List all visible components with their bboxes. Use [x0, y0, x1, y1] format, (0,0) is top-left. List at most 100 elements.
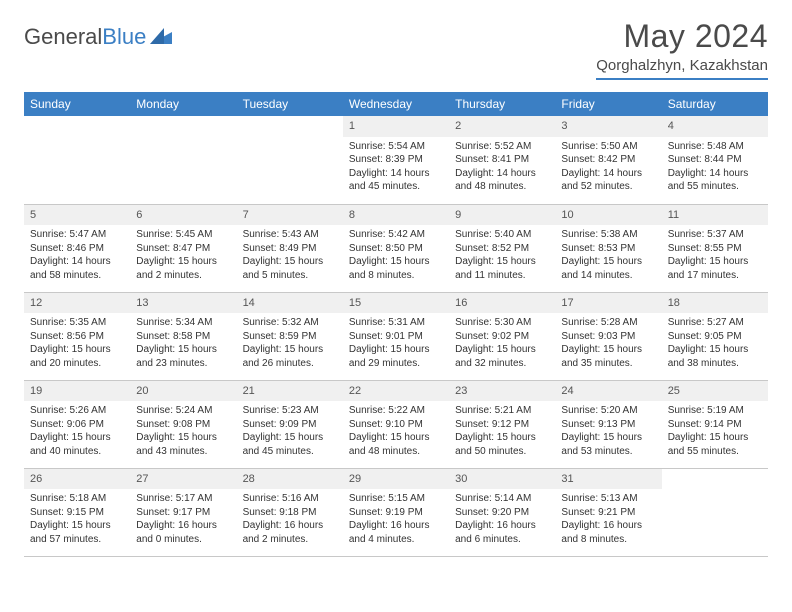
calendar-day-cell: 8Sunrise: 5:42 AMSunset: 8:50 PMDaylight… — [343, 204, 449, 292]
sunset-text: Sunset: 9:09 PM — [243, 419, 317, 430]
sunset-text: Sunset: 8:39 PM — [349, 154, 423, 165]
day-content: Sunrise: 5:31 AMSunset: 9:01 PMDaylight:… — [343, 313, 449, 374]
day-content: Sunrise: 5:42 AMSunset: 8:50 PMDaylight:… — [343, 225, 449, 286]
day-content: Sunrise: 5:28 AMSunset: 9:03 PMDaylight:… — [555, 313, 661, 374]
day-number: 30 — [449, 469, 555, 490]
calendar-day-cell: 25Sunrise: 5:19 AMSunset: 9:14 PMDayligh… — [662, 380, 768, 468]
calendar-day-cell: 1Sunrise: 5:54 AMSunset: 8:39 PMDaylight… — [343, 116, 449, 204]
daylight-text: Daylight: 15 hours and 29 minutes. — [349, 344, 430, 369]
day-content: Sunrise: 5:27 AM Sunset: 9:05 PM Daylight:… — [662, 313, 768, 374]
daylight-text: Daylight: 15 hours and 32 minutes. — [455, 344, 536, 369]
daylight-text: Daylight: 15 hours and 55 minutes. — [668, 432, 749, 457]
daylight-text: Daylight: 15 hours and 2 minutes. — [136, 256, 217, 281]
sunset-text: Sunset: 9:12 PM — [455, 419, 529, 430]
calendar-day-cell: 4Sunrise: 5:48 AMSunset: 8:44 PMDaylight… — [662, 116, 768, 204]
day-content: Sunrise: 5:16 AMSunset: 9:18 PMDaylight:… — [237, 489, 343, 550]
day-content: Sunrise: 5:32 AMSunset: 8:59 PMDaylight:… — [237, 313, 343, 374]
daylight-text: Daylight: 15 hours and 53 minutes. — [561, 432, 642, 457]
sunrise-text: Sunrise: 5:15 AM — [349, 493, 425, 504]
sunrise-text: Sunrise: 5:22 AM — [349, 405, 425, 416]
day-number: 31 — [555, 469, 661, 490]
logo-text-1: General — [24, 24, 102, 50]
daylight-text: Daylight: 14 hours and 48 minutes. — [455, 168, 536, 193]
calendar-week-row: 1Sunrise: 5:54 AMSunset: 8:39 PMDaylight… — [24, 116, 768, 204]
daylight-text: Daylight: 14 hours and 55 minutes. — [668, 168, 749, 193]
daylight-text: Daylight: 15 hours and 17 minutes. — [668, 256, 749, 281]
sunset-text: Sunset: 8:46 PM — [30, 243, 104, 254]
calendar-day-cell: 16Sunrise: 5:30 AMSunset: 9:02 PMDayligh… — [449, 292, 555, 380]
page-subtitle: Qorghalzhyn, Kazakhstan — [596, 57, 768, 80]
daylight-text: Daylight: 15 hours and 48 minutes. — [349, 432, 430, 457]
day-number: 9 — [449, 205, 555, 226]
daylight-text: Daylight: 15 hours and 38 minutes. — [668, 344, 749, 369]
sunset-text: Sunset: 8:53 PM — [561, 243, 635, 254]
sunrise-text: Sunrise: 5:20 AM — [561, 405, 637, 416]
sunset-text: Sunset: 9:06 PM — [30, 419, 104, 430]
day-number: 10 — [555, 205, 661, 226]
sunset-text: Sunset: 8:49 PM — [243, 243, 317, 254]
sunrise-text: Sunrise: 5:24 AM — [136, 405, 212, 416]
sunrise-text: Sunrise: 5:47 AM — [30, 229, 106, 240]
sunset-text: Sunset: 8:52 PM — [455, 243, 529, 254]
calendar-column-header: Sunday — [24, 92, 130, 116]
daylight-text: Daylight: 15 hours and 50 minutes. — [455, 432, 536, 457]
day-number: 29 — [343, 469, 449, 490]
daylight-text: Daylight: 16 hours and 0 minutes. — [136, 520, 217, 545]
daylight-text: Daylight: 16 hours and 6 minutes. — [455, 520, 536, 545]
daylight-text: Daylight: 15 hours and 57 minutes. — [30, 520, 111, 545]
day-content: Sunrise: 5:22 AM Sunset: 9:10 PM Daylight:… — [343, 401, 449, 462]
sunset-text: Sunset: 9:05 PM — [668, 331, 742, 342]
sunrise-text: Sunrise: 5:48 AM — [668, 141, 744, 152]
sunrise-text: Sunrise: 5:14 AM — [455, 493, 531, 504]
day-content: Sunrise: 5:15 AMSunset: 9:19 PMDaylight:… — [343, 489, 449, 550]
day-content: Sunrise: 5:34 AMSunset: 8:58 PMDaylight:… — [130, 313, 236, 374]
day-number: 15 — [343, 293, 449, 314]
daylight-text: Daylight: 15 hours and 45 minutes. — [243, 432, 324, 457]
sunrise-text: Sunrise: 5:40 AM — [455, 229, 531, 240]
day-number: 23 — [449, 381, 555, 402]
sunrise-text: Sunrise: 5:32 AM — [243, 317, 319, 328]
sunset-text: Sunset: 9:03 PM — [561, 331, 635, 342]
sunrise-text: Sunrise: 5:31 AM — [349, 317, 425, 328]
sunset-text: Sunset: 9:10 PM — [349, 419, 423, 430]
calendar-day-cell: 15Sunrise: 5:31 AMSunset: 9:01 PMDayligh… — [343, 292, 449, 380]
day-content: Sunrise: 5:13 AMSunset: 9:21 PMDaylight:… — [555, 489, 661, 550]
day-content: Sunrise: 5:19 AMSunset: 9:14 PMDaylight:… — [662, 401, 768, 462]
day-content: Sunrise: 5:24 AMSunset: 9:08 PMDaylight:… — [130, 401, 236, 462]
daylight-text: Daylight: 15 hours and 11 minutes. — [455, 256, 536, 281]
day-number: 7 — [237, 205, 343, 226]
sunrise-text: Sunrise: 5:43 AM — [243, 229, 319, 240]
calendar-week-row: 12Sunrise: 5:35 AMSunset: 8:56 PMDayligh… — [24, 292, 768, 380]
sunrise-text: Sunrise: 5:37 AM — [668, 229, 744, 240]
logo-text-2: Blue — [102, 24, 146, 50]
sunrise-text: Sunrise: 5:38 AM — [561, 229, 637, 240]
calendar-day-cell: 6Sunrise: 5:45 AMSunset: 8:47 PMDaylight… — [130, 204, 236, 292]
daylight-text: Daylight: 16 hours and 4 minutes. — [349, 520, 430, 545]
sunrise-text: Sunrise: 5:18 AM — [30, 493, 106, 504]
daylight-text: Daylight: 15 hours and 8 minutes. — [349, 256, 430, 281]
sunrise-text: Sunrise: 5:34 AM — [136, 317, 212, 328]
daylight-text: Daylight: 14 hours and 52 minutes. — [561, 168, 642, 193]
day-number: 19 — [24, 381, 130, 402]
sunrise-text: Sunrise: 5:26 AM — [30, 405, 106, 416]
sunrise-text: Sunrise: 5:52 AM — [455, 141, 531, 152]
sunset-text: Sunset: 9:13 PM — [561, 419, 635, 430]
sunrise-text: Sunrise: 5:28 AM — [561, 317, 637, 328]
calendar-day-cell: 18Sunrise: 5:27 AMSunset: 9:05 PMDayligh… — [662, 292, 768, 380]
calendar-day-cell: 29Sunrise: 5:15 AMSunset: 9:19 PMDayligh… — [343, 468, 449, 556]
day-number: 4 — [662, 116, 768, 137]
sunrise-text: Sunrise: 5:19 AM — [668, 405, 744, 416]
calendar-day-cell: 7Sunrise: 5:43 AMSunset: 8:49 PMDaylight… — [237, 204, 343, 292]
calendar-day-cell: 5Sunrise: 5:47 AMSunset: 8:46 PMDaylight… — [24, 204, 130, 292]
day-number: 12 — [24, 293, 130, 314]
sunrise-text: Sunrise: 5:27 AM — [668, 317, 744, 328]
day-content: Sunrise: 5:26 AMSunset: 9:06 PMDaylight:… — [24, 401, 130, 462]
logo-icon — [150, 24, 172, 50]
day-number: 20 — [130, 381, 236, 402]
day-number: 11 — [662, 205, 768, 226]
sunset-text: Sunset: 8:50 PM — [349, 243, 423, 254]
day-content: Sunrise: 5:21 AMSunset: 9:12 PMDaylight:… — [449, 401, 555, 462]
day-content: Sunrise: 5:18 AMSunset: 9:15 PMDaylight:… — [24, 489, 130, 550]
day-content: Sunrise: 5:47 AMSunset: 8:46 PMDaylight:… — [24, 225, 130, 286]
calendar-day-cell — [662, 468, 768, 556]
